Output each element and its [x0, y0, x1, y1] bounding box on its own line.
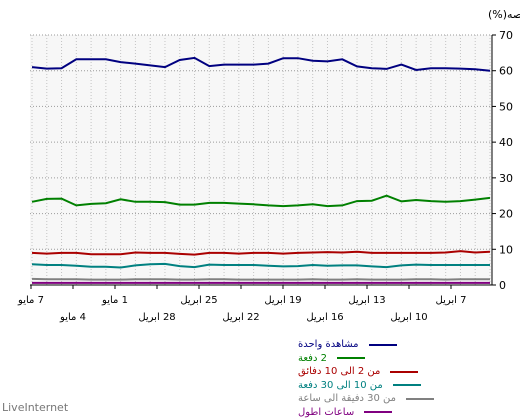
legend-item: من 30 دفيقة الى ساعة	[298, 392, 498, 406]
legend-label: ساعات اطول	[298, 407, 354, 418]
plot-area	[30, 35, 492, 285]
x-tick-label: 1 مايو	[101, 295, 128, 306]
x-tick-label: 4 مايو	[59, 312, 86, 323]
legend: مشاهدة واحدة 2 دفعة من 2 الى 10 دفائق من 10…	[298, 338, 498, 419]
legend-label: مشاهدة واحدة	[298, 339, 359, 350]
legend-label: من 2 الى 10 دفائق	[298, 366, 380, 377]
series-line-4	[32, 279, 490, 280]
legend-swatch	[364, 411, 392, 413]
legend-item: مشاهدة واحدة	[298, 338, 498, 352]
legend-item: 2 دفعة	[298, 352, 498, 366]
legend-item: من 10 الى 30 دفعة	[298, 379, 498, 393]
y-tick-label: 0	[499, 279, 506, 292]
x-tick-label: 25 ابريل	[180, 295, 217, 306]
x-tick-label: 7 مايو	[17, 295, 44, 306]
x-tick-label: 16 ابريل	[306, 312, 343, 323]
y-tick-label: 10	[499, 243, 513, 256]
legend-label: 2 دفعة	[298, 353, 327, 364]
brand-footer: LiveInternet	[2, 401, 68, 414]
legend-label: من 30 دفيقة الى ساعة	[298, 393, 396, 404]
x-tick-label: 10 ابريل	[390, 312, 427, 323]
y-axis-label: الحصه(%)	[488, 8, 520, 21]
legend-item: من 2 الى 10 دفائق	[298, 365, 498, 379]
y-tick-label: 50	[499, 100, 513, 113]
x-tick-label: 19 ابريل	[264, 295, 301, 306]
x-tick-label: 22 ابريل	[222, 312, 259, 323]
legend-swatch	[369, 344, 397, 346]
x-tick-label: 7 ابريل	[436, 295, 467, 306]
legend-swatch	[390, 371, 418, 373]
y-tick-label: 30	[499, 172, 513, 185]
legend-item: ساعات اطول	[298, 406, 498, 419]
legend-swatch	[393, 384, 421, 386]
y-tick-label: 60	[499, 65, 513, 78]
legend-swatch	[337, 357, 365, 359]
x-tick-label: 13 ابريل	[348, 295, 385, 306]
y-tick-label: 70	[499, 29, 513, 42]
y-tick-label: 20	[499, 208, 513, 221]
legend-label: من 10 الى 30 دفعة	[298, 380, 383, 391]
legend-swatch	[406, 398, 434, 400]
x-tick-label: 28 ابريل	[138, 312, 175, 323]
y-tick-label: 40	[499, 136, 513, 149]
